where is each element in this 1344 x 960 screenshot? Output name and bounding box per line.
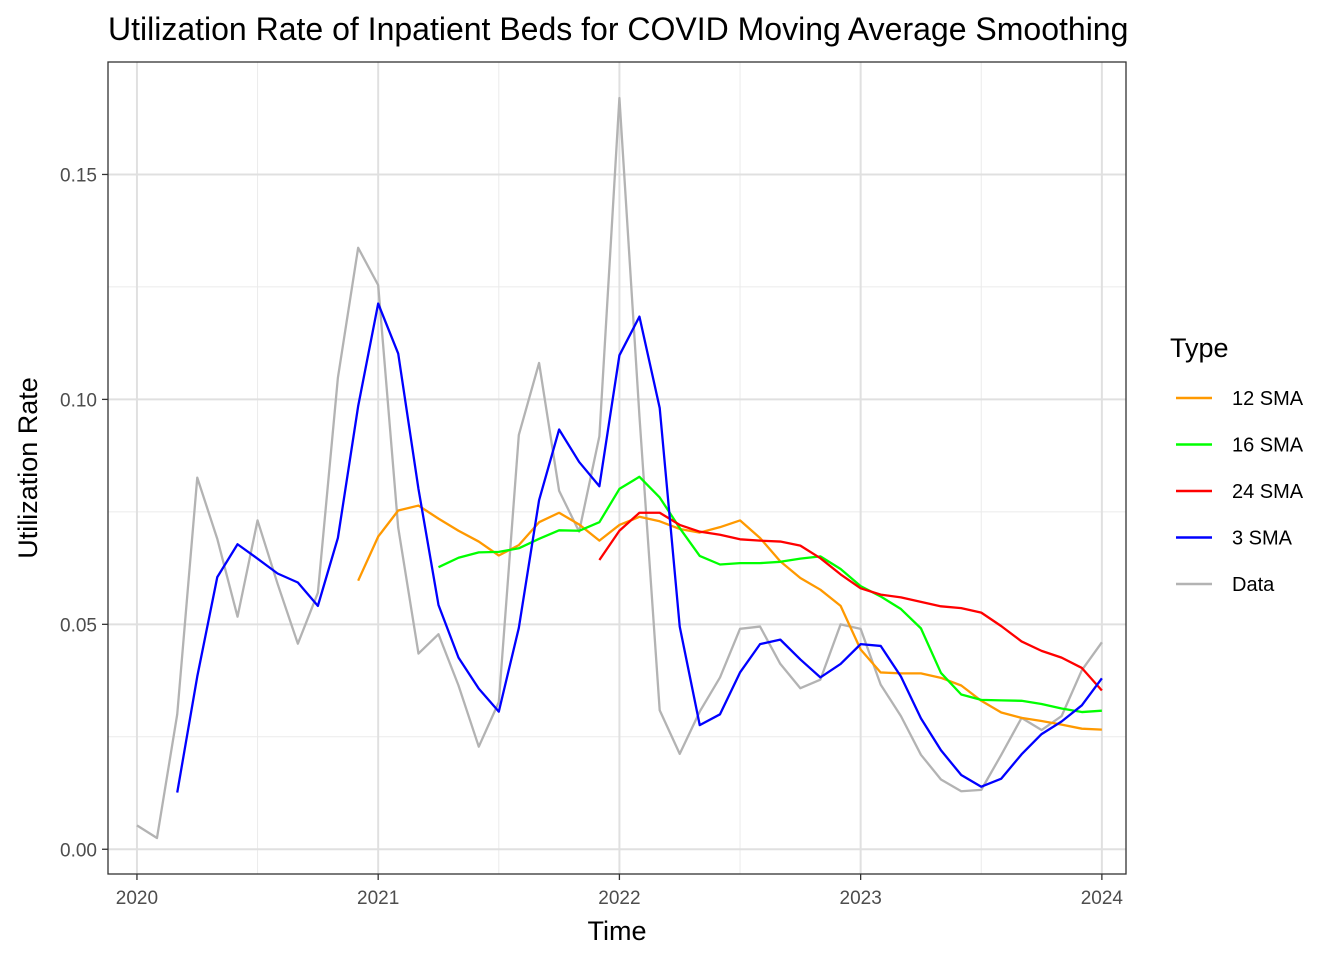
series-layer <box>136 96 1103 840</box>
legend: Type 12 SMA 16 SMA 24 SMA 3 SMA Data <box>1170 333 1304 596</box>
legend-item-12-sma: 12 SMA <box>1176 388 1304 410</box>
legend-items: 12 SMA 16 SMA 24 SMA 3 SMA Data <box>1176 388 1304 596</box>
y-tick-label: 0.15 <box>60 165 97 186</box>
y-axis-title: Utilization Rate <box>13 377 43 559</box>
y-tick-label: 0.10 <box>60 390 97 411</box>
legend-item-3-sma: 3 SMA <box>1176 528 1293 550</box>
x-tick-label: 2021 <box>357 888 399 909</box>
legend-item-16-sma: 16 SMA <box>1176 435 1304 457</box>
x-tick-label: 2024 <box>1081 888 1124 909</box>
series-line-data <box>136 96 1103 840</box>
x-tick-label: 2020 <box>116 888 158 909</box>
y-tick-label: 0.05 <box>60 615 97 636</box>
legend-label-12-sma: 12 SMA <box>1232 388 1304 410</box>
x-axis: 2020 2021 2022 2023 2024 <box>116 874 1124 909</box>
series-line-3-sma <box>176 302 1103 793</box>
series-line-24-sma <box>598 511 1103 692</box>
major-gridlines <box>108 62 1126 874</box>
x-tick-label: 2023 <box>840 888 882 909</box>
x-axis-title: Time <box>588 916 647 946</box>
y-tick-label: 0.00 <box>60 840 97 861</box>
legend-label-3-sma: 3 SMA <box>1232 528 1293 550</box>
legend-label-24-sma: 24 SMA <box>1232 481 1304 503</box>
x-tick-label: 2022 <box>598 888 640 909</box>
chart-title: Utilization Rate of Inpatient Beds for C… <box>108 11 1128 47</box>
panel-background <box>108 62 1126 874</box>
legend-title: Type <box>1170 333 1229 363</box>
y-axis: 0.00 0.05 0.10 0.15 <box>60 165 108 861</box>
legend-item-24-sma: 24 SMA <box>1176 481 1304 503</box>
plot-panel <box>107 61 1127 875</box>
legend-item-data: Data <box>1176 574 1275 596</box>
series-line-16-sma <box>437 475 1102 714</box>
legend-label-16-sma: 16 SMA <box>1232 435 1304 457</box>
legend-label-data: Data <box>1232 574 1275 596</box>
panel-border <box>107 61 1127 875</box>
